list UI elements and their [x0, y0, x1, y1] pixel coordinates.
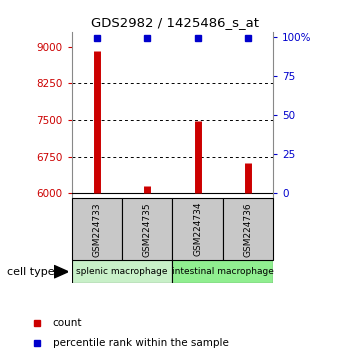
- Bar: [172, 198, 223, 260]
- Text: GDS2982 / 1425486_s_at: GDS2982 / 1425486_s_at: [91, 16, 259, 29]
- Bar: [122, 198, 172, 260]
- Polygon shape: [54, 266, 68, 278]
- Text: GSM224736: GSM224736: [243, 202, 252, 257]
- Text: cell type: cell type: [7, 267, 55, 277]
- Text: percentile rank within the sample: percentile rank within the sample: [52, 338, 229, 348]
- Text: GSM224734: GSM224734: [193, 202, 202, 256]
- Text: intestinal macrophage: intestinal macrophage: [172, 267, 274, 276]
- Bar: [72, 260, 172, 283]
- Bar: [172, 260, 273, 283]
- Text: GSM224735: GSM224735: [143, 202, 152, 257]
- Bar: [72, 198, 122, 260]
- Bar: [223, 198, 273, 260]
- Text: splenic macrophage: splenic macrophage: [76, 267, 168, 276]
- Text: GSM224733: GSM224733: [92, 202, 102, 257]
- Text: count: count: [52, 318, 82, 328]
